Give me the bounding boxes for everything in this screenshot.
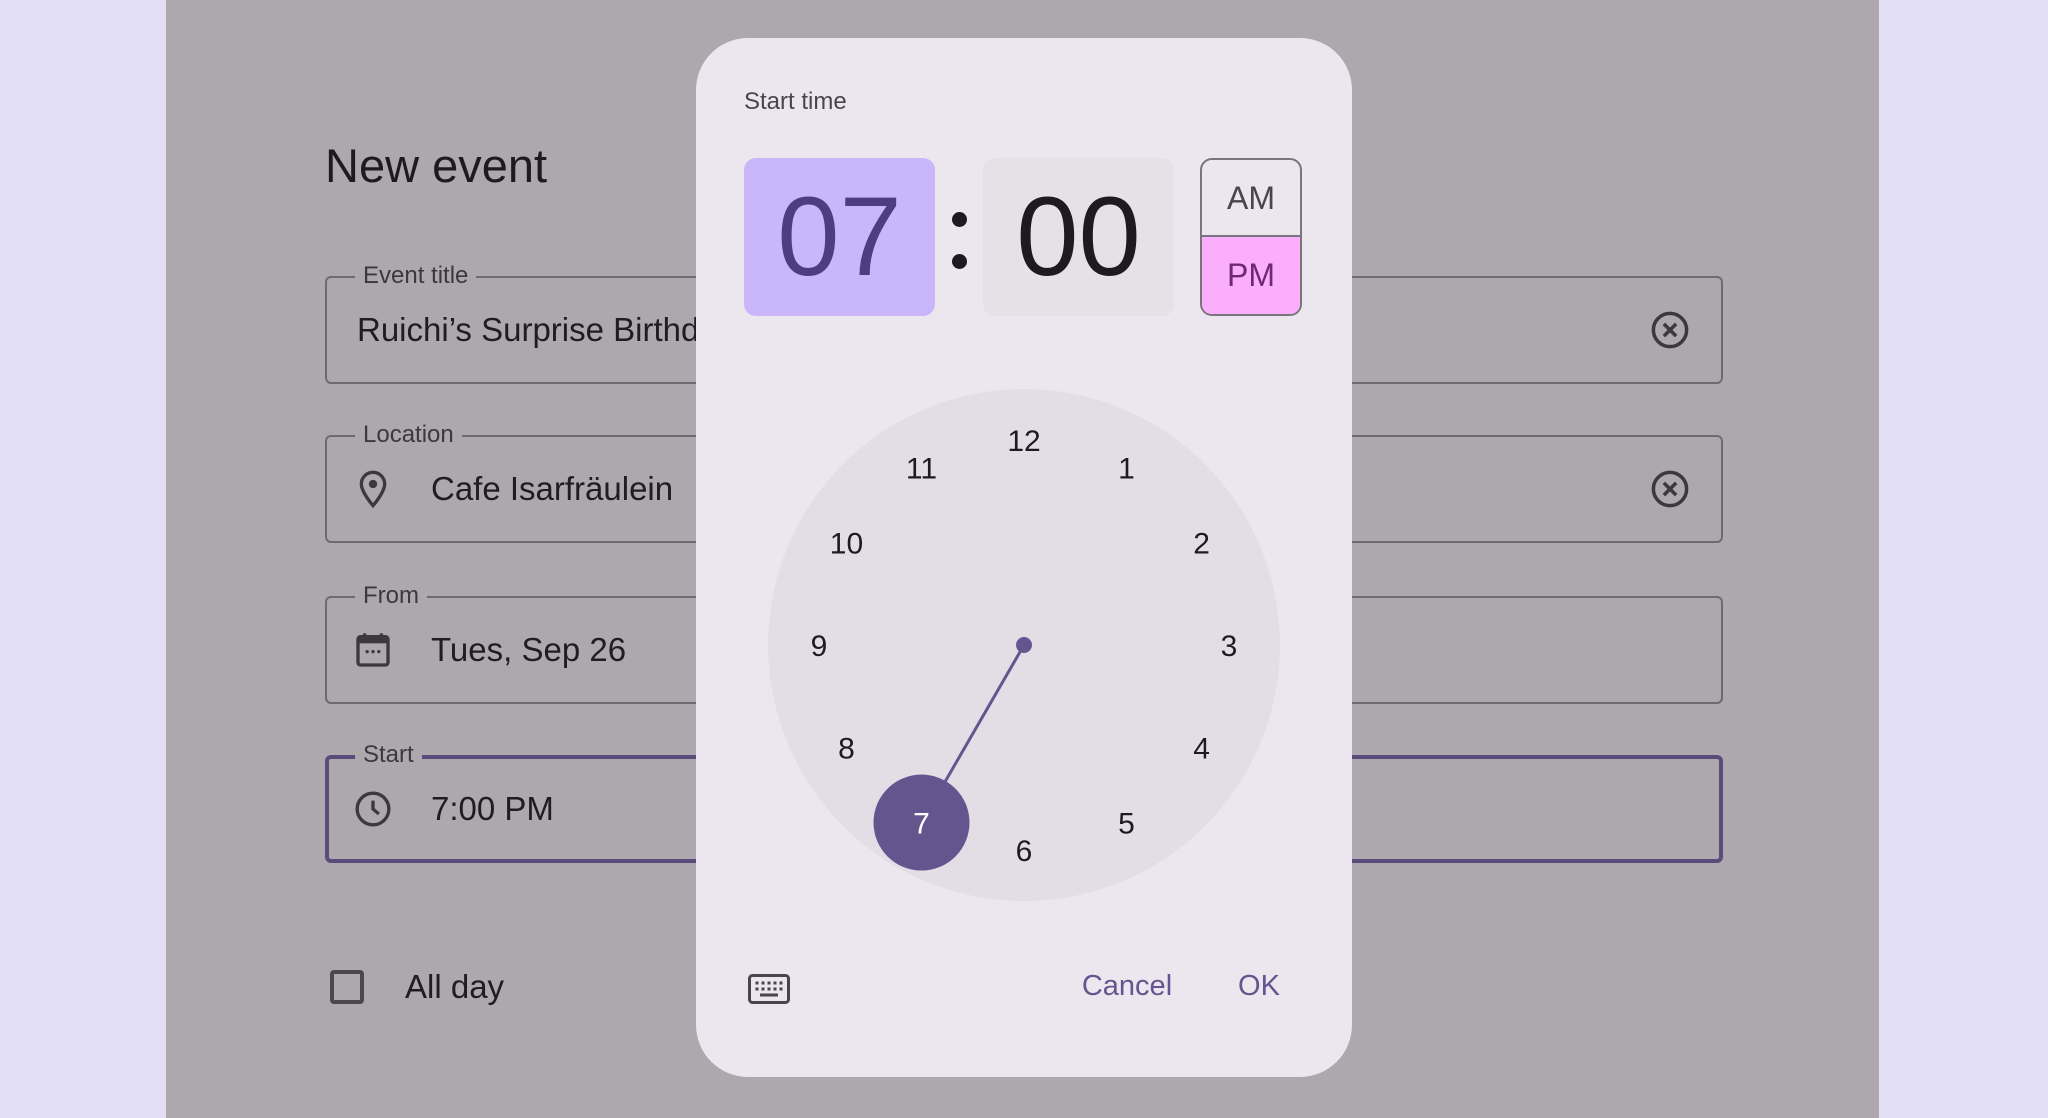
left-margin [0,0,166,1118]
clock-number-4[interactable]: 4 [1193,733,1210,766]
pm-toggle[interactable]: PM [1202,237,1300,314]
clock-number-7[interactable]: 7 [913,808,930,841]
clock-number-10[interactable]: 10 [830,528,863,561]
keyboard-icon[interactable] [748,974,790,1004]
clock-number-3[interactable]: 3 [1221,630,1238,663]
time-separator [946,158,974,316]
time-picker-dialog: Start time 07 00 AM PM 12 1 2 3 4 5 6 7 8 9 10 11 C… [696,38,1352,1077]
right-margin [1879,0,2048,1118]
minute-input[interactable]: 00 [983,158,1174,316]
all-day-checkbox[interactable] [330,970,364,1004]
calendar-icon [356,633,390,667]
clock-center-dot [1016,637,1032,653]
period-selector: AM PM [1200,158,1302,316]
page-title: New event [325,139,548,192]
field-label: From [355,582,427,610]
field-label: Location [355,421,462,449]
all-day-label: All day [405,968,505,1005]
clock-number-1[interactable]: 1 [1118,452,1135,485]
clock-number-9[interactable]: 9 [811,630,828,663]
selected-hour-handle[interactable] [873,774,970,871]
field-label: Event title [355,262,477,290]
from-date-value: Tues, Sep 26 [431,631,627,668]
ok-button[interactable]: OK [1238,970,1280,1002]
location-value: Cafe Isarfräulein [431,470,674,507]
field-label: Start [355,741,422,769]
clock-number-2[interactable]: 2 [1193,528,1210,561]
am-toggle[interactable]: AM [1202,160,1300,237]
clock-number-5[interactable]: 5 [1118,808,1135,841]
location-pin-icon [359,470,387,509]
clock-number-6[interactable]: 6 [1016,835,1033,868]
hour-input[interactable]: 07 [744,158,935,316]
clock-number-12[interactable]: 12 [1007,425,1040,458]
event-title-value: Ruichi’s Surprise Birthday [357,311,735,348]
clock-number-11[interactable]: 11 [906,452,937,485]
clear-icon[interactable] [1649,468,1691,510]
clear-icon[interactable] [1649,309,1691,351]
clock-number-8[interactable]: 8 [838,733,855,766]
start-time-value: 7:00 PM [431,790,554,827]
cancel-button[interactable]: Cancel [1081,970,1173,1002]
clock-icon [355,791,391,827]
dialog-title: Start time [744,88,847,115]
